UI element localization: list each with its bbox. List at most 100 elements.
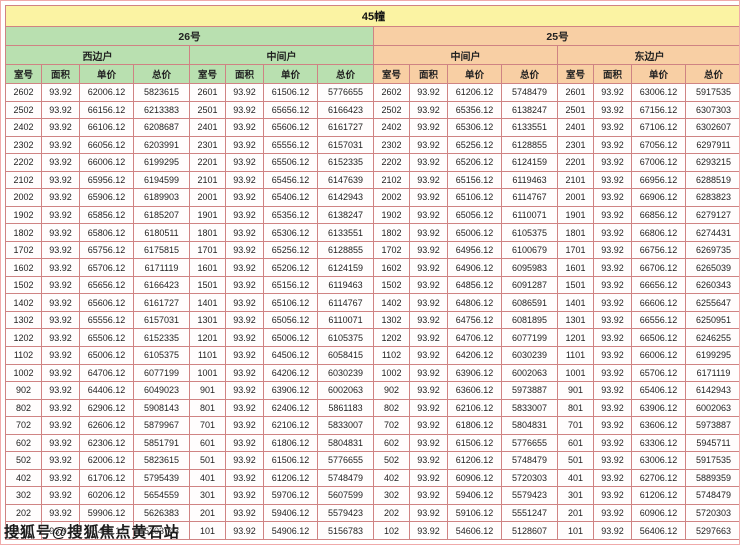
area-cell: 93.92 xyxy=(409,100,448,120)
total-cell: 6157031 xyxy=(133,310,190,330)
column-header-price: 单价 xyxy=(79,64,134,84)
area-cell: 93.92 xyxy=(409,118,448,137)
area-cell: 93.92 xyxy=(593,153,632,172)
room-cell: 1202 xyxy=(5,328,42,347)
room-cell: 1501 xyxy=(557,275,594,295)
total-cell: 6203991 xyxy=(133,135,190,155)
price-cell: 65156.12 xyxy=(447,170,502,190)
area-cell: 93.92 xyxy=(409,416,448,435)
total-cell: 6105375 xyxy=(501,223,558,242)
area-cell: 93.92 xyxy=(593,381,632,400)
room-cell: 2001 xyxy=(557,188,594,207)
area-cell: 93.92 xyxy=(41,240,80,260)
column-header-area: 面积 xyxy=(41,64,80,84)
total-cell: 5748479 xyxy=(685,486,739,505)
room-cell: 1402 xyxy=(373,293,410,312)
price-cell: 65456.12 xyxy=(263,170,318,190)
total-cell: 6194599 xyxy=(133,170,190,190)
price-cell: 66806.12 xyxy=(631,223,686,242)
price-cell: 64906.12 xyxy=(447,258,502,277)
total-cell: 6142943 xyxy=(317,188,374,207)
table-row: 202 93.92 59906.12 5626383 201 93.92 59406.12 5… xyxy=(5,503,739,523)
total-cell: 5128607 xyxy=(501,521,558,540)
total-cell: 5833007 xyxy=(501,398,558,418)
area-cell: 93.92 xyxy=(593,170,632,190)
area-cell: 93.92 xyxy=(225,381,264,400)
total-cell: 6307303 xyxy=(685,100,739,120)
area-cell: 93.92 xyxy=(225,135,264,155)
price-cell: 65106.12 xyxy=(263,293,318,312)
room-cell: 901 xyxy=(189,381,226,400)
price-cell: 61506.12 xyxy=(263,451,318,470)
room-cell: 1702 xyxy=(5,240,42,260)
room-cell: 402 xyxy=(5,468,42,488)
total-cell: 6119463 xyxy=(501,170,558,190)
room-cell: 1601 xyxy=(557,258,594,277)
area-cell: 93.92 xyxy=(41,433,80,453)
area-cell: 93.92 xyxy=(225,416,264,435)
price-cell: 63006.12 xyxy=(631,83,686,102)
unit-type-middle-25: 中间户 xyxy=(373,45,558,65)
price-cell: 62006.12 xyxy=(79,83,134,102)
room-cell: 602 xyxy=(373,433,410,453)
area-cell: 93.92 xyxy=(593,258,632,277)
total-cell: 6161727 xyxy=(133,293,190,312)
table-row: 1502 93.92 65656.12 6166423 1501 93.92 65156.1… xyxy=(5,275,739,295)
room-cell: 2501 xyxy=(557,100,594,120)
table-row: 102 93.92 55406.12 5203743 101 93.92 54906.12 5… xyxy=(5,521,739,540)
room-cell: 201 xyxy=(189,503,226,523)
table-row: 902 93.92 64406.12 6049023 901 93.92 63906.12 6… xyxy=(5,381,739,400)
total-cell: 6138247 xyxy=(317,205,374,225)
price-cell: 59906.12 xyxy=(79,503,134,523)
total-cell: 5823615 xyxy=(133,83,190,102)
total-cell: 5607599 xyxy=(317,486,374,505)
area-cell: 93.92 xyxy=(593,100,632,120)
area-cell: 93.92 xyxy=(409,451,448,470)
price-cell: 66106.12 xyxy=(79,118,134,137)
room-cell: 1002 xyxy=(373,363,410,383)
total-cell: 6077199 xyxy=(501,328,558,347)
room-cell: 1402 xyxy=(5,293,42,312)
area-cell: 93.92 xyxy=(225,240,264,260)
price-cell: 62306.12 xyxy=(79,433,134,453)
total-cell: 5776655 xyxy=(501,433,558,453)
total-cell: 6180511 xyxy=(133,223,190,242)
room-cell: 1302 xyxy=(5,310,42,330)
table-row: 1702 93.92 65756.12 6175815 1701 93.92 65256.1… xyxy=(5,240,739,260)
total-cell: 5823615 xyxy=(133,451,190,470)
total-cell: 5720303 xyxy=(501,468,558,488)
room-cell: 1901 xyxy=(557,205,594,225)
price-cell: 61506.12 xyxy=(447,433,502,453)
room-cell: 2602 xyxy=(373,83,410,102)
total-cell: 6133551 xyxy=(501,118,558,137)
table-row: 502 93.92 62006.12 5823615 501 93.92 61506.12 5… xyxy=(5,451,739,470)
room-cell: 601 xyxy=(189,433,226,453)
room-cell: 2201 xyxy=(189,153,226,172)
area-cell: 93.92 xyxy=(225,398,264,418)
price-cell: 65906.12 xyxy=(79,188,134,207)
room-cell: 1301 xyxy=(557,310,594,330)
area-cell: 93.92 xyxy=(225,451,264,470)
total-cell: 6100679 xyxy=(501,240,558,260)
area-cell: 93.92 xyxy=(593,205,632,225)
price-cell: 64206.12 xyxy=(263,363,318,383)
price-cell: 67156.12 xyxy=(631,100,686,120)
room-cell: 501 xyxy=(557,451,594,470)
room-cell: 1401 xyxy=(557,293,594,312)
building-block-title: 45幢 xyxy=(5,5,739,27)
price-cell: 63906.12 xyxy=(447,363,502,383)
total-cell: 6077199 xyxy=(133,363,190,383)
total-cell: 6105375 xyxy=(133,345,190,365)
room-cell: 1801 xyxy=(557,223,594,242)
price-cell: 65506.12 xyxy=(263,153,318,172)
price-cell: 66606.12 xyxy=(631,293,686,312)
area-cell: 93.92 xyxy=(593,503,632,523)
price-cell: 67056.12 xyxy=(631,135,686,155)
room-cell: 1601 xyxy=(189,258,226,277)
area-cell: 93.92 xyxy=(409,363,448,383)
total-cell: 6133551 xyxy=(317,223,374,242)
room-cell: 2501 xyxy=(189,100,226,120)
room-cell: 1801 xyxy=(189,223,226,242)
area-cell: 93.92 xyxy=(225,345,264,365)
price-cell: 65806.12 xyxy=(79,223,134,242)
